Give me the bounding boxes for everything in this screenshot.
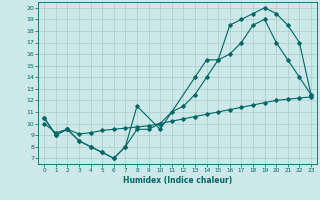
X-axis label: Humidex (Indice chaleur): Humidex (Indice chaleur): [123, 176, 232, 185]
